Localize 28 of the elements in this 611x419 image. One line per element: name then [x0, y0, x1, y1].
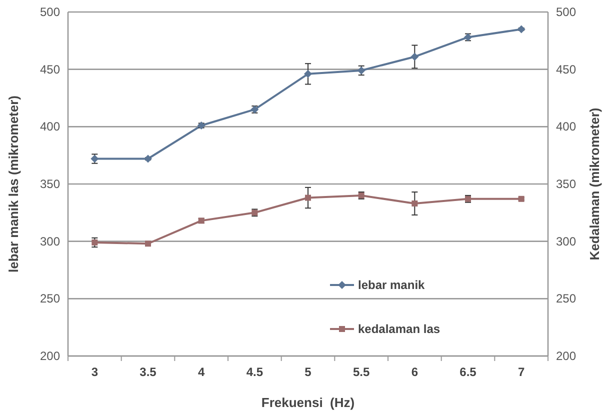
y-tick-label: 400 [40, 120, 60, 134]
y-tick-label: 300 [40, 234, 60, 248]
y-tick-label: 350 [40, 177, 60, 191]
x-tick-label: 5.5 [352, 365, 370, 379]
y-tick-label: 500 [40, 5, 60, 19]
y2-tick-label: 250 [556, 292, 576, 306]
x-axis-title: Frekuensi (Hz) [261, 395, 355, 410]
x-tick-label: 3 [91, 365, 98, 379]
y-axis-title: lebar manik las (mikrometer) [6, 95, 21, 273]
y-tick-label: 450 [40, 62, 60, 76]
legend-label: kedalaman las [358, 322, 440, 336]
y-tick-label: 250 [40, 292, 60, 306]
y2-tick-label: 200 [556, 349, 576, 363]
x-tick-label: 4.5 [246, 365, 264, 379]
legend-label: lebar manik [358, 278, 426, 292]
y2-tick-label: 350 [556, 177, 576, 191]
x-tick-label: 7 [518, 365, 525, 379]
x-tick-label: 6.5 [460, 365, 477, 379]
y2-tick-label: 400 [556, 120, 576, 134]
x-tick-label: 3.5 [140, 365, 157, 379]
x-tick-label: 5 [304, 365, 312, 379]
x-tick-label: 6 [411, 365, 418, 379]
y2-axis-title: Kedalaman (mikrometer) [587, 108, 602, 260]
y2-tick-label: 500 [556, 5, 576, 19]
y-tick-label: 200 [40, 349, 60, 363]
y2-tick-label: 300 [556, 234, 576, 248]
y2-tick-label: 450 [556, 62, 576, 76]
x-tick-label: 4 [198, 365, 205, 379]
